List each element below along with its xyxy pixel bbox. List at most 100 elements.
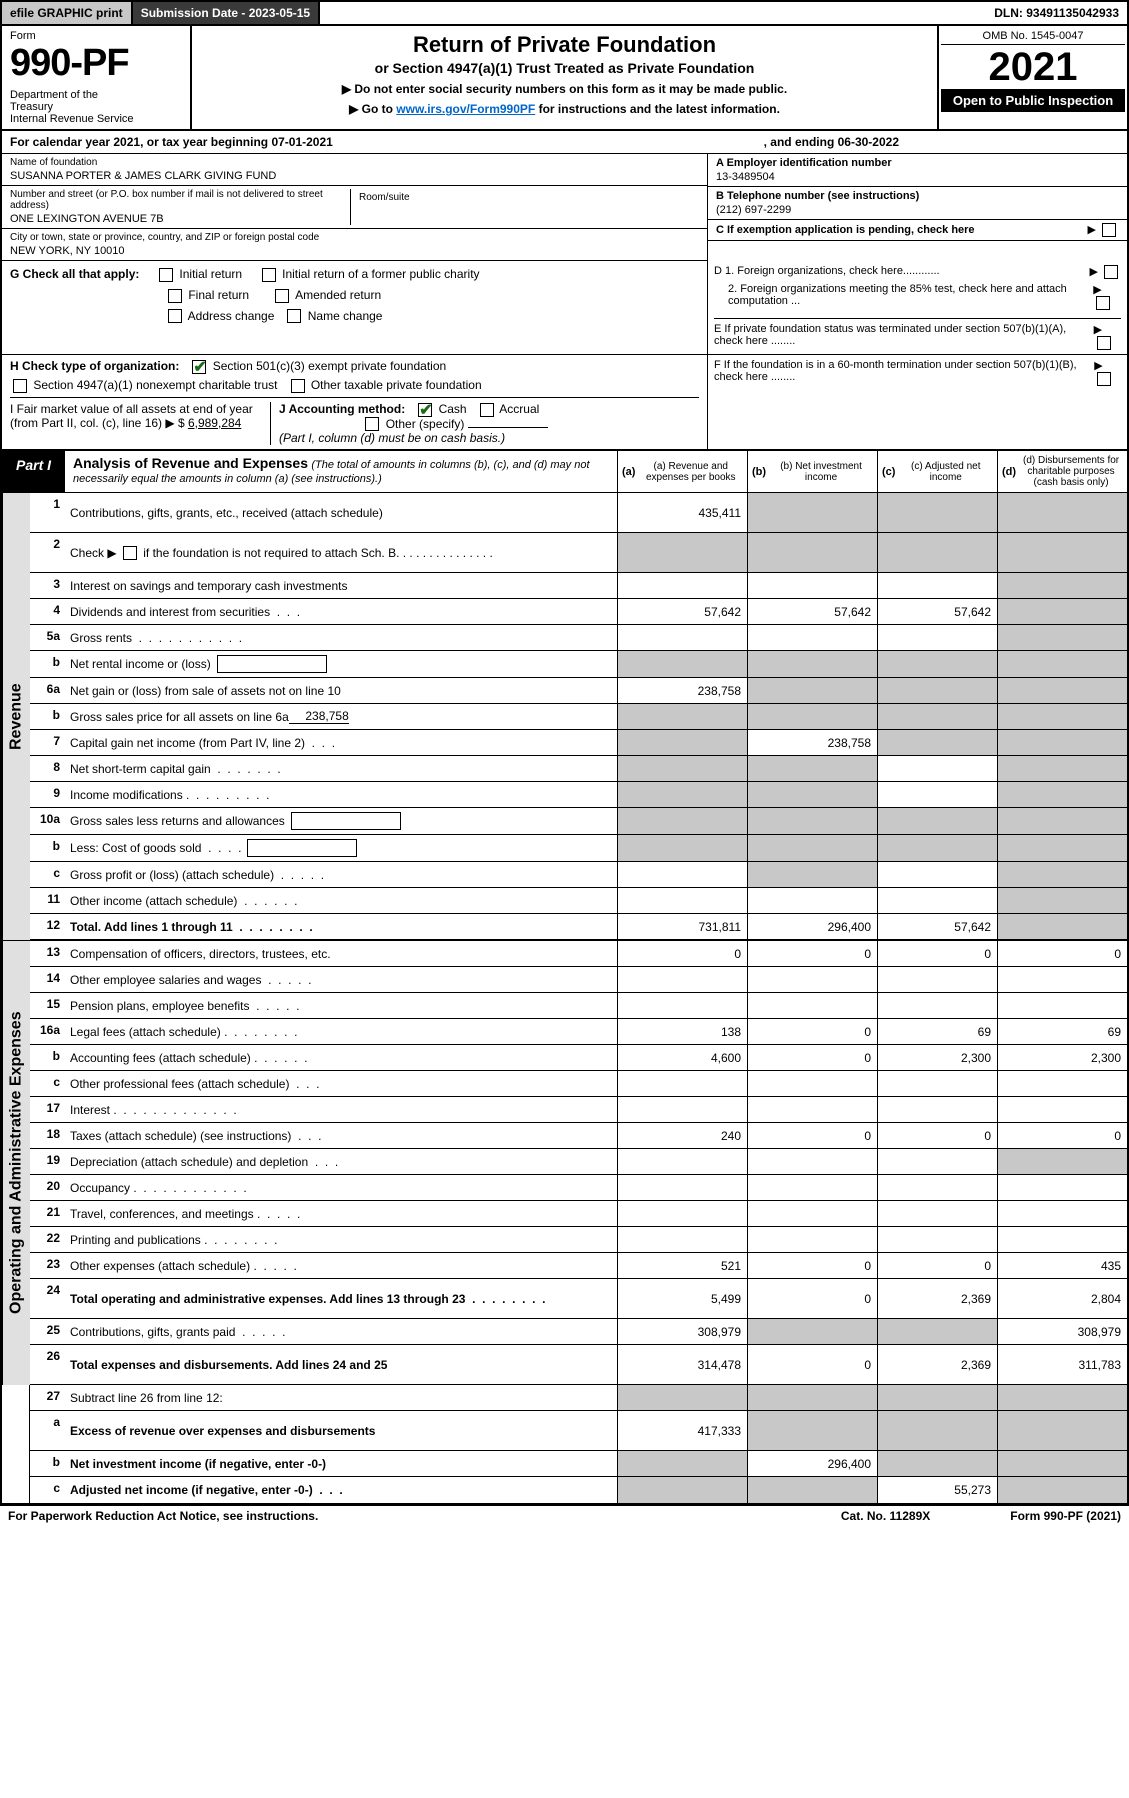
line-24-desc: Total operating and administrative expen… (66, 1279, 617, 1318)
501c3-checkbox[interactable] (192, 360, 206, 374)
entity-block: Name of foundation SUSANNA PORTER & JAME… (0, 154, 1129, 261)
d1-label: D 1. Foreign organizations, check here..… (714, 265, 940, 279)
line-23-desc: Other expenses (attach schedule) . . . .… (66, 1253, 617, 1278)
j-label: J Accounting method: (279, 402, 405, 416)
opt-4947: Section 4947(a)(1) nonexempt charitable … (33, 378, 277, 392)
line-12-a: 731,811 (617, 914, 747, 939)
omb-number: OMB No. 1545-0047 (941, 28, 1125, 45)
expenses-side-label: Operating and Administrative Expenses (2, 941, 30, 1385)
page-footer: For Paperwork Reduction Act Notice, see … (0, 1505, 1129, 1526)
initial-former-checkbox[interactable] (262, 268, 276, 282)
line-8-desc: Net short-term capital gain . . . . . . … (66, 756, 617, 781)
room-label: Room/suite (359, 192, 691, 203)
calendar-year-row: For calendar year 2021, or tax year begi… (0, 131, 1129, 154)
other-taxable-checkbox[interactable] (291, 379, 305, 393)
line-10a-desc: Gross sales less returns and allowances (66, 808, 617, 834)
line-12-b: 296,400 (747, 914, 877, 939)
line-24-b: 0 (747, 1279, 877, 1318)
line-25-desc: Contributions, gifts, grants paid . . . … (66, 1319, 617, 1344)
line-17-desc: Interest . . . . . . . . . . . . . (66, 1097, 617, 1122)
line-6a-desc: Net gain or (loss) from sale of assets n… (66, 678, 617, 703)
line-27a-desc: Excess of revenue over expenses and disb… (66, 1411, 617, 1450)
cal-year-begin: For calendar year 2021, or tax year begi… (10, 135, 333, 149)
footer-cat-no: Cat. No. 11289X (841, 1509, 930, 1523)
line-24-d: 2,804 (997, 1279, 1127, 1318)
line-16a-desc: Legal fees (attach schedule) . . . . . .… (66, 1019, 617, 1044)
line-4-c: 57,642 (877, 599, 997, 624)
line-18-d: 0 (997, 1123, 1127, 1148)
final-return-checkbox[interactable] (168, 289, 182, 303)
amended-return-checkbox[interactable] (275, 289, 289, 303)
4947-checkbox[interactable] (13, 379, 27, 393)
line-2-checkbox[interactable] (123, 546, 137, 560)
line-27a-a: 417,333 (617, 1411, 747, 1450)
form-number: 990-PF (10, 42, 182, 85)
line-2-desc: Check ▶ if the foundation is not require… (66, 533, 617, 572)
address-value: ONE LEXINGTON AVENUE 7B (10, 213, 342, 225)
j-note: (Part I, column (d) must be on cash basi… (279, 431, 505, 445)
line-23-d: 435 (997, 1253, 1127, 1278)
accrual-checkbox[interactable] (480, 403, 494, 417)
opt-name-change: Name change (308, 309, 383, 323)
e-label: E If private foundation status was termi… (714, 323, 1094, 350)
hij-section: H Check type of organization: Section 50… (0, 355, 1129, 451)
line-22-desc: Printing and publications . . . . . . . … (66, 1227, 617, 1252)
phone-value: (212) 697-2299 (716, 204, 1119, 216)
e-checkbox[interactable] (1097, 336, 1111, 350)
address-change-checkbox[interactable] (168, 309, 182, 323)
revenue-table: Revenue 1Contributions, gifts, grants, e… (0, 493, 1129, 940)
dln-number: DLN: 93491135042933 (986, 2, 1127, 24)
line-14-desc: Other employee salaries and wages . . . … (66, 967, 617, 992)
line-9-desc: Income modifications . . . . . . . . . (66, 782, 617, 807)
line-18-desc: Taxes (attach schedule) (see instruction… (66, 1123, 617, 1148)
cash-checkbox[interactable] (418, 403, 432, 417)
line-16b-c: 2,300 (877, 1045, 997, 1070)
line-16a-b: 0 (747, 1019, 877, 1044)
exemption-checkbox[interactable] (1102, 223, 1116, 237)
department-label: Department of theTreasuryInternal Revenu… (10, 89, 182, 125)
line-7-desc: Capital gain net income (from Part IV, l… (66, 730, 617, 755)
instruction-2: ▶ Go to www.irs.gov/Form990PF for instru… (202, 102, 927, 116)
line-24-c: 2,369 (877, 1279, 997, 1318)
line-16b-desc: Accounting fees (attach schedule) . . . … (66, 1045, 617, 1070)
line-16b-a: 4,600 (617, 1045, 747, 1070)
line-5a-desc: Gross rents . . . . . . . . . . . (66, 625, 617, 650)
line-26-c: 2,369 (877, 1345, 997, 1384)
revenue-side-label: Revenue (2, 493, 30, 940)
opt-amended-return: Amended return (295, 288, 381, 302)
opt-final-return: Final return (188, 288, 249, 302)
line-23-a: 521 (617, 1253, 747, 1278)
line-10c-desc: Gross profit or (loss) (attach schedule)… (66, 862, 617, 887)
line-26-a: 314,478 (617, 1345, 747, 1384)
opt-cash: Cash (439, 402, 467, 416)
expenses-table: Operating and Administrative Expenses 13… (0, 940, 1129, 1385)
line-4-b: 57,642 (747, 599, 877, 624)
efile-button[interactable]: efile GRAPHIC print (2, 2, 133, 24)
f-label: F If the foundation is in a 60-month ter… (714, 359, 1094, 386)
irs-link[interactable]: www.irs.gov/Form990PF (396, 102, 535, 116)
col-c-header: (c) (c) Adjusted net income (877, 451, 997, 492)
phone-label: B Telephone number (see instructions) (716, 190, 1119, 202)
line-16a-d: 69 (997, 1019, 1127, 1044)
line-3-desc: Interest on savings and temporary cash i… (66, 573, 617, 598)
line-18-a: 240 (617, 1123, 747, 1148)
form-header: Form 990-PF Department of theTreasuryInt… (0, 26, 1129, 131)
g-d-section: G Check all that apply: Initial return I… (0, 261, 1129, 355)
col-b-header: (b) (b) Net investment income (747, 451, 877, 492)
d1-checkbox[interactable] (1104, 265, 1118, 279)
line-25-a: 308,979 (617, 1319, 747, 1344)
other-method-checkbox[interactable] (365, 417, 379, 431)
initial-return-checkbox[interactable] (159, 268, 173, 282)
f-checkbox[interactable] (1097, 372, 1111, 386)
line-16b-b: 0 (747, 1045, 877, 1070)
city-label: City or town, state or province, country… (10, 232, 699, 243)
d2-checkbox[interactable] (1096, 296, 1110, 310)
line-23-c: 0 (877, 1253, 997, 1278)
line-18-c: 0 (877, 1123, 997, 1148)
line-4-desc: Dividends and interest from securities .… (66, 599, 617, 624)
line-20-desc: Occupancy . . . . . . . . . . . . (66, 1175, 617, 1200)
name-change-checkbox[interactable] (287, 309, 301, 323)
line-4-a: 57,642 (617, 599, 747, 624)
open-public-label: Open to Public Inspection (941, 89, 1125, 112)
line-13-desc: Compensation of officers, directors, tru… (66, 941, 617, 966)
